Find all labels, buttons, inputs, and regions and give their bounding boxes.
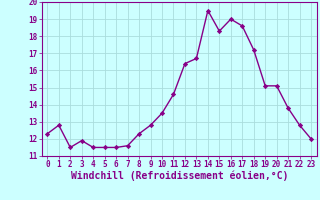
X-axis label: Windchill (Refroidissement éolien,°C): Windchill (Refroidissement éolien,°C) [70,171,288,181]
